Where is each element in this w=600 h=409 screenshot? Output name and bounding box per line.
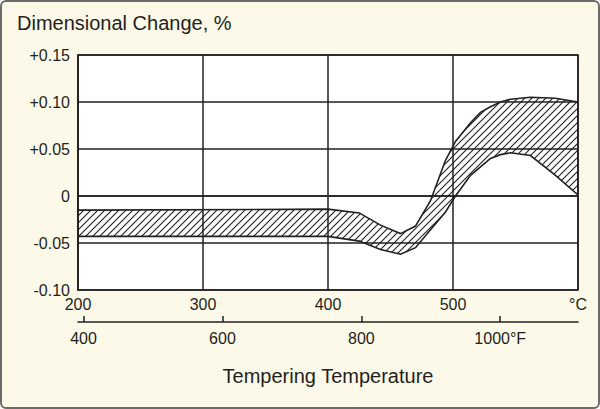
svg-text:200: 200 bbox=[65, 296, 92, 313]
svg-text:Tempering Temperature: Tempering Temperature bbox=[223, 365, 434, 387]
svg-text:0: 0 bbox=[61, 188, 70, 205]
svg-text:Dimensional Change, %: Dimensional Change, % bbox=[17, 12, 232, 34]
svg-text:1000°F: 1000°F bbox=[474, 330, 526, 347]
svg-text:-0.10: -0.10 bbox=[33, 281, 70, 299]
svg-text:500: 500 bbox=[440, 296, 467, 313]
svg-text:300: 300 bbox=[190, 296, 217, 313]
svg-text:+0.05: +0.05 bbox=[30, 141, 71, 158]
svg-text:+0.10: +0.10 bbox=[30, 94, 71, 111]
svg-text:-0.05: -0.05 bbox=[34, 235, 71, 252]
svg-text:+0.15: +0.15 bbox=[30, 47, 71, 64]
svg-text:800: 800 bbox=[348, 330, 375, 347]
svg-text:°C: °C bbox=[569, 296, 587, 313]
svg-text:400: 400 bbox=[315, 296, 342, 313]
svg-text:600: 600 bbox=[209, 330, 236, 347]
svg-text:400: 400 bbox=[70, 330, 97, 347]
